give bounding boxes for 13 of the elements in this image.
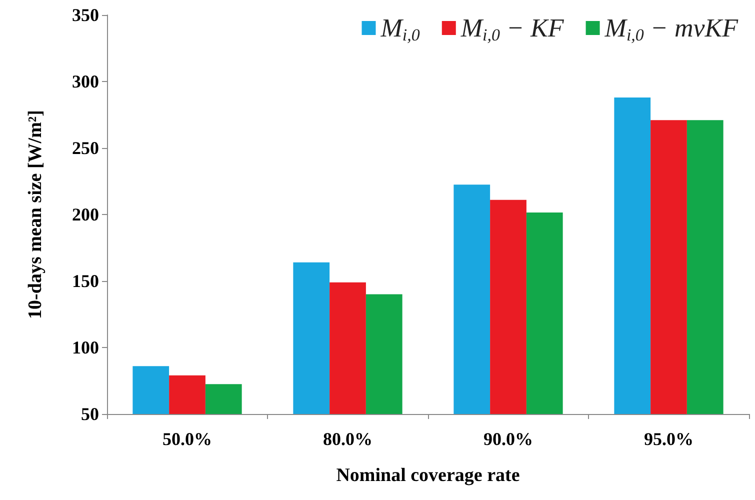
x-axis-title: Nominal coverage rate (336, 465, 520, 486)
x-tick-label: 80.0% (323, 429, 372, 449)
y-tick-label: 50 (81, 404, 99, 424)
x-tick-label: 90.0% (484, 429, 533, 449)
y-axis-title: 10-days mean size [W/m²] (25, 110, 46, 319)
y-tick-label: 300 (72, 72, 99, 92)
y-tick-label: 100 (72, 338, 99, 358)
y-tick-label: 250 (72, 138, 99, 158)
y-tick-label: 200 (72, 204, 99, 224)
x-tick-label: 50.0% (162, 429, 212, 449)
x-tick-label: 95.0% (644, 429, 694, 449)
y-tick-label: 350 (72, 5, 99, 25)
y-tick-label: 150 (72, 271, 99, 291)
